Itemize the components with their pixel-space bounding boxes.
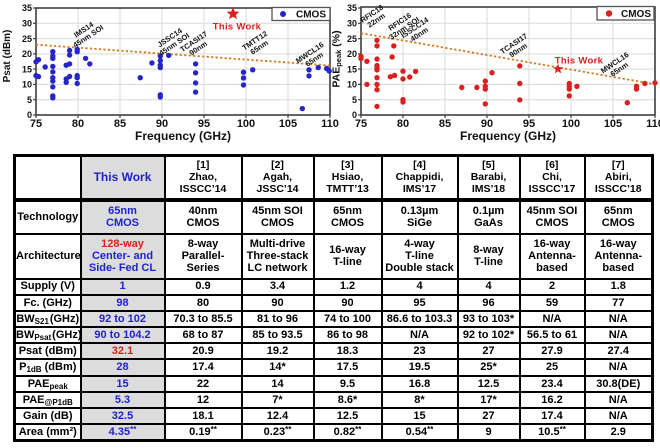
svg-text:25: 25 <box>22 34 32 44</box>
svg-text:95: 95 <box>198 118 210 130</box>
svg-text:15: 15 <box>22 64 32 74</box>
svg-text:35: 35 <box>347 3 357 13</box>
svg-text:Frequency (GHz): Frequency (GHz) <box>460 129 556 143</box>
svg-text:0: 0 <box>27 110 32 120</box>
svg-text:This Work: This Work <box>213 22 262 33</box>
svg-text:110: 110 <box>646 118 660 130</box>
svg-text:30: 30 <box>347 19 357 29</box>
svg-text:90: 90 <box>156 118 168 130</box>
svg-text:85: 85 <box>114 118 126 130</box>
svg-text:85: 85 <box>439 118 451 130</box>
svg-text:5: 5 <box>352 95 357 105</box>
svg-text:CMOS: CMOS <box>621 9 651 20</box>
svg-text:0: 0 <box>352 110 357 120</box>
svg-text:25: 25 <box>347 34 357 44</box>
svg-text:30: 30 <box>22 19 32 29</box>
svg-text:110: 110 <box>321 118 339 130</box>
svg-text:Frequency (GHz): Frequency (GHz) <box>135 129 231 143</box>
svg-text:PAEpeak (%): PAEpeak (%) <box>331 30 344 87</box>
svg-text:80: 80 <box>397 118 409 130</box>
svg-text:105: 105 <box>279 118 297 130</box>
svg-text:CMOS: CMOS <box>296 10 326 21</box>
svg-text:95: 95 <box>523 118 535 130</box>
svg-text:10: 10 <box>347 80 357 90</box>
svg-text:105: 105 <box>604 118 622 130</box>
svg-text:10: 10 <box>22 80 32 90</box>
svg-text:This Work: This Work <box>555 56 604 67</box>
svg-text:80: 80 <box>72 118 84 130</box>
svg-text:15: 15 <box>347 64 357 74</box>
svg-text:100: 100 <box>237 118 255 130</box>
svg-text:5: 5 <box>27 95 32 105</box>
svg-text:90: 90 <box>481 118 493 130</box>
svg-text:20: 20 <box>22 49 32 59</box>
svg-text:75: 75 <box>355 118 367 130</box>
svg-text:100: 100 <box>562 118 580 130</box>
svg-text:20: 20 <box>347 49 357 59</box>
svg-text:35: 35 <box>22 3 32 13</box>
svg-text:Psat (dBm): Psat (dBm) <box>2 30 13 83</box>
svg-text:75: 75 <box>30 118 42 130</box>
